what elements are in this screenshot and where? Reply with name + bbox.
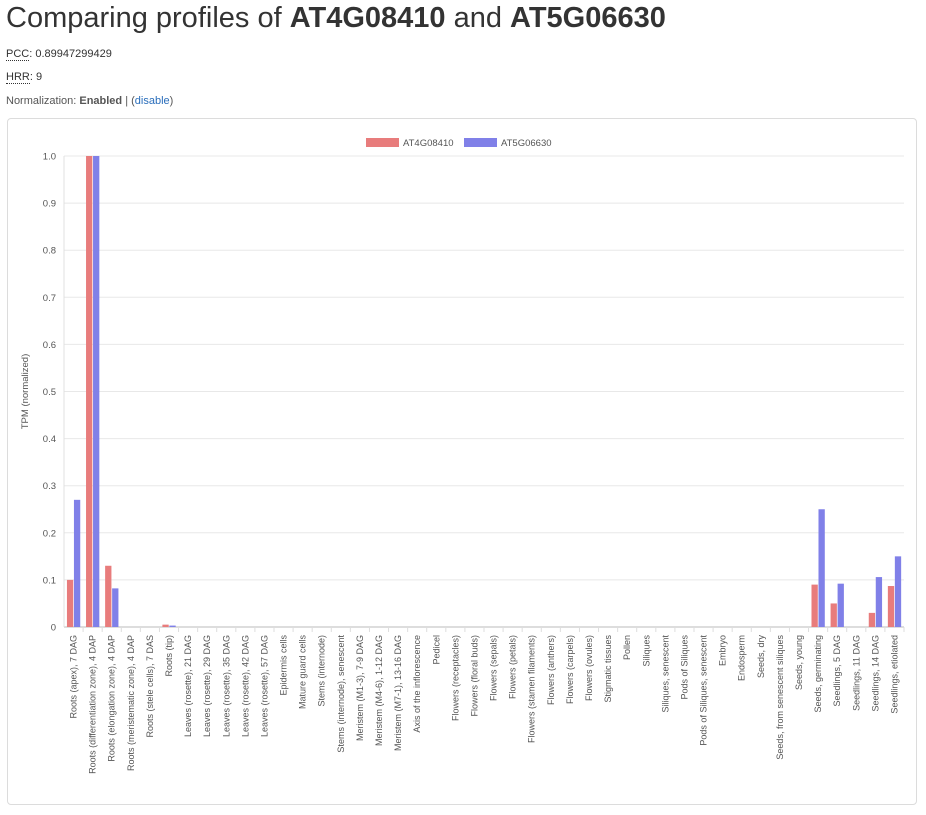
x-tick-label: Seedlings, 14 DAG	[870, 635, 880, 712]
x-tick-label: Meristem (M1-3), 7-9 DAG	[355, 635, 365, 741]
x-tick-label: Seeds, from senescent siliques	[775, 635, 785, 760]
x-tick-label: Flowers (petals)	[508, 635, 518, 699]
x-tick-label: Stems (internode), senescent	[336, 635, 346, 753]
bar-AT5G06630[interactable]	[169, 625, 176, 627]
x-tick-label: Seedlings, etiolated	[889, 635, 899, 714]
x-tick-label: Seeds, dry	[756, 635, 766, 679]
x-tick-label: Flowers (receptacles)	[450, 635, 460, 721]
x-tick-label: Flowers (floral buds)	[469, 635, 479, 717]
x-tick-label: Pods of Siliques, senescent	[699, 635, 709, 746]
x-tick-label: Flowers (carpels)	[565, 635, 575, 704]
x-tick-label: Flowers (ovules)	[584, 635, 594, 701]
bar-AT4G08410[interactable]	[868, 612, 876, 627]
y-tick-label: 0	[51, 623, 56, 634]
normalization-label: Normalization:	[6, 95, 80, 107]
legend-label: AT5G06630	[501, 138, 552, 149]
normalization-separator: | (	[122, 95, 135, 107]
y-tick-label: 0.7	[43, 293, 56, 304]
bar-AT4G08410[interactable]	[830, 603, 837, 627]
hrr-value: : 9	[29, 71, 43, 83]
x-tick-label: Roots (apex), 7 DAG	[69, 635, 79, 719]
x-tick-label: Leaves (rosette), 42 DAG	[240, 635, 250, 737]
y-tick-label: 0.9	[43, 199, 56, 210]
title-prefix: Comparing profiles of	[6, 2, 290, 34]
x-tick-label: Roots (elongation zone), 4 DAP	[107, 635, 117, 762]
x-tick-label: Axis of the inflorescence	[412, 635, 422, 733]
legend-swatch	[464, 138, 497, 147]
expression-chart: 0 0.1 0.2 0.3 0.4 0.5 0.6 0.7 0.8 0.9 1.0 TPM (norm…	[20, 138, 905, 774]
x-tick-label: Siliques, senescent	[660, 635, 670, 713]
bar-AT5G06630[interactable]	[818, 509, 825, 627]
chart-panel: 0 0.1 0.2 0.3 0.4 0.5 0.6 0.7 0.8 0.9 1.0 TPM (norm…	[7, 118, 917, 805]
hrr-abbr[interactable]: HRR	[6, 71, 30, 84]
bar-AT4G08410[interactable]	[86, 156, 93, 627]
bar-AT5G06630[interactable]	[112, 588, 119, 627]
legend-label: AT4G08410	[403, 138, 454, 149]
y-tick-label: 0.1	[43, 575, 56, 586]
x-tick-label: Pollen	[622, 635, 632, 660]
x-tick-label: Roots (stele cells), 7 DAS	[145, 635, 155, 738]
x-tick-label: Seedlings, 5 DAG	[832, 635, 842, 707]
x-tick-label: Roots (differentiation zone), 4 DAP	[88, 635, 98, 774]
pcc-line: PCC: 0.89947299429	[6, 48, 112, 61]
bar-AT4G08410[interactable]	[887, 586, 895, 627]
legend-swatch	[366, 138, 399, 147]
x-tick-label: Roots (tip)	[164, 635, 174, 677]
bar-AT5G06630[interactable]	[93, 156, 100, 627]
normalization-state: Enabled	[79, 95, 123, 107]
y-tick-label: 0.6	[43, 340, 56, 351]
x-tick-label: Leaves (rosette), 35 DAG	[221, 635, 231, 737]
x-tick-label: Pedicel	[431, 635, 441, 665]
normalization-close: )	[169, 95, 174, 107]
y-axis-title: TPM (normalized)	[20, 354, 31, 430]
bar-AT4G08410[interactable]	[162, 624, 169, 627]
page-title: Comparing profiles of AT4G08410 and AT5G…	[6, 2, 666, 35]
x-tick-label: Flowers (anthers)	[546, 635, 556, 705]
y-tick-label: 0.2	[43, 528, 56, 539]
x-tick-label: Leaves (rosette), 21 DAG	[183, 635, 193, 737]
pcc-abbr[interactable]: PCC	[6, 48, 30, 61]
x-tick-label: Seeds, germinating	[813, 635, 823, 713]
x-tick-label: Meristem (M4-6), 1-12 DAG	[374, 635, 384, 746]
x-tick-label: Leaves (rosette), 57 DAG	[259, 635, 269, 737]
x-tick-label: Seeds, young	[794, 635, 804, 690]
pcc-value: : 0.89947299429	[29, 48, 112, 60]
disable-normalization-link[interactable]: disable	[134, 95, 170, 107]
x-tick-label: Pods of Siliques	[679, 635, 689, 700]
y-tick-label: 0.4	[43, 434, 56, 445]
x-tick-label: Leaves (rosette), 29 DAG	[202, 635, 212, 737]
x-tick-label: Stigmatic tissues	[603, 635, 613, 703]
bar-AT4G08410[interactable]	[105, 565, 112, 627]
x-tick-label: Stems (internode)	[317, 635, 327, 707]
x-tick-label: Epidermis cells	[279, 635, 289, 696]
x-tick-label: Flowers (sepals)	[489, 635, 499, 701]
x-tick-label: Seedlings, 11 DAG	[851, 635, 861, 711]
x-tick-label: Embryo	[718, 635, 728, 666]
bar-AT5G06630[interactable]	[894, 556, 902, 627]
bar-AT5G06630[interactable]	[837, 583, 844, 627]
hrr-line: HRR: 9	[6, 71, 43, 84]
bar-AT4G08410[interactable]	[811, 584, 818, 627]
gene-a-name: AT4G08410	[289, 2, 446, 34]
x-tick-label: Mature guard cells	[298, 635, 308, 710]
x-tick-label: Siliques	[641, 635, 651, 667]
x-tick-label: Flowers (stamen filaments)	[527, 635, 537, 743]
bar-AT5G06630[interactable]	[875, 577, 883, 627]
bar-AT4G08410[interactable]	[66, 579, 74, 627]
y-tick-label: 0.3	[43, 481, 56, 492]
normalization-line: Normalization: Enabled | (disable)	[6, 95, 173, 107]
y-tick-label: 0.8	[43, 246, 56, 257]
y-tick-label: 0.5	[43, 387, 56, 398]
title-middle: and	[445, 2, 511, 34]
y-tick-label: 1.0	[43, 152, 56, 163]
x-tick-label: Roots (meristematic zone), 4 DAP	[126, 635, 136, 771]
x-tick-label: Endosperm	[737, 635, 747, 681]
gene-b-name: AT5G06630	[510, 2, 666, 34]
x-tick-label: Meristem (M7-1), 13-16 DAG	[393, 635, 403, 751]
bar-AT5G06630[interactable]	[73, 499, 81, 627]
